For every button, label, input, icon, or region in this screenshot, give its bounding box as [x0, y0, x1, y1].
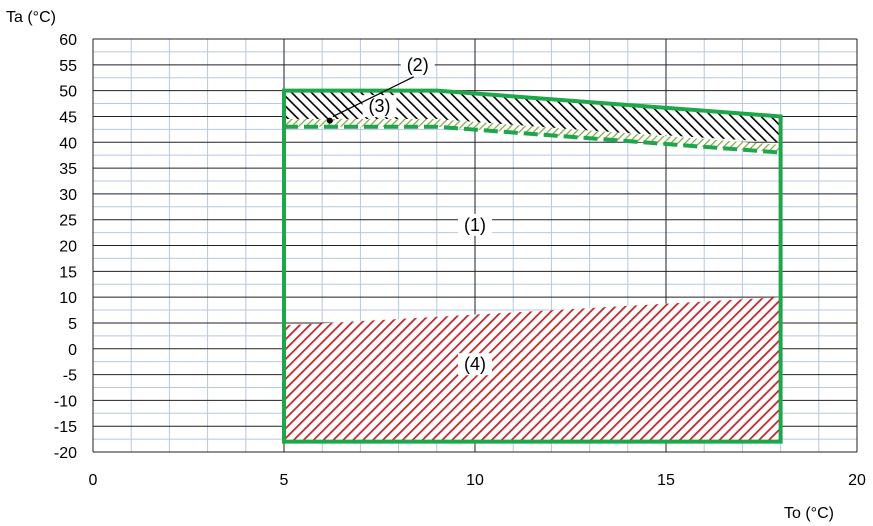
y-tick-label: 35	[59, 161, 77, 178]
annotation-bg	[458, 213, 492, 236]
region-3-dashed-line	[284, 124, 781, 155]
y-tick-label: 0	[68, 342, 77, 359]
x-tick-label: 10	[466, 472, 484, 489]
y-tick-label: 20	[59, 239, 77, 256]
annotation-bg	[362, 95, 397, 118]
region-2-area	[284, 90, 781, 143]
region-1-outline	[282, 88, 783, 444]
y-tick-label: 15	[59, 264, 77, 281]
x-tick-label: 0	[89, 472, 98, 489]
y-tick-label: -5	[63, 368, 77, 385]
y-tick-label: 60	[59, 32, 77, 49]
y-tick-label: 45	[59, 109, 77, 126]
x-tick-label: 15	[657, 472, 675, 489]
region-label-3: (3)	[369, 96, 391, 116]
x-tick-label: 5	[280, 472, 289, 489]
annotation-bg	[458, 353, 492, 376]
y-tick-label: 50	[59, 84, 77, 101]
y-tick-label: -10	[54, 393, 77, 410]
y-axis-title: Ta (°C)	[6, 9, 56, 26]
region-label-1: (1)	[464, 215, 486, 235]
y-tick-label: -20	[54, 445, 77, 462]
leader-line	[332, 76, 414, 118]
y-tick-label: 55	[59, 58, 77, 75]
regions	[284, 90, 781, 442]
region-3-area	[284, 119, 781, 153]
y-tick-label: 30	[59, 187, 77, 204]
y-tick-label: 5	[68, 316, 77, 333]
y-tick-label: 10	[59, 290, 77, 307]
region-label-2: (2)	[407, 55, 429, 75]
region-4-area	[284, 297, 781, 442]
series-lines	[282, 88, 783, 444]
x-axis-title: To (°C)	[784, 505, 834, 522]
annotations: (1) (2) (3) (4)	[326, 53, 492, 376]
y-tick-label: -15	[54, 419, 77, 436]
leader-dot	[326, 117, 333, 124]
y-tick-label: 40	[59, 135, 77, 152]
y-tick-label: 25	[59, 213, 77, 230]
annotation-bg	[400, 53, 435, 76]
region-label-4: (4)	[464, 354, 486, 374]
x-tick-label: 20	[848, 472, 866, 489]
